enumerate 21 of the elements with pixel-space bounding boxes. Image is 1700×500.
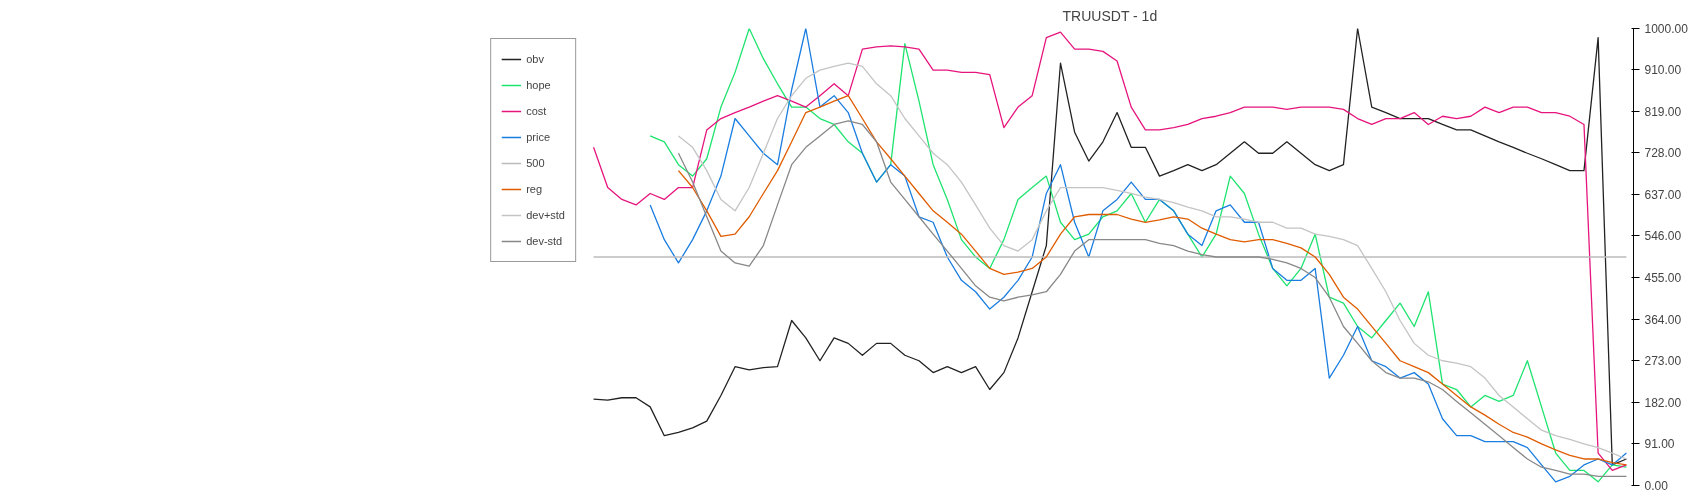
- y-tick-label: 1000.00: [1644, 22, 1689, 36]
- legend-label: reg: [526, 183, 544, 195]
- y-tick-label: 364.00: [1644, 312, 1682, 327]
- y-tick-label: 273.00: [1644, 354, 1682, 369]
- legend-label: obv: [526, 53, 545, 65]
- y-tick-label: 455.00: [1644, 271, 1682, 286]
- chart-title: TRUUSDT - 1d: [1062, 7, 1158, 24]
- y-tick-label: 91.00: [1644, 437, 1675, 452]
- legend-label: dev+std: [526, 209, 565, 221]
- y-tick-label: 819.00: [1644, 104, 1682, 119]
- y-tick-label: 546.00: [1644, 229, 1682, 244]
- y-tick-label: 637.00: [1644, 187, 1682, 202]
- legend-label: hope: [526, 79, 551, 91]
- y-tick-label: 910.00: [1644, 63, 1682, 78]
- legend-label: 500: [526, 157, 546, 169]
- y-tick-label: 0.00: [1644, 479, 1669, 493]
- legend-label: price: [526, 131, 550, 143]
- y-tick-label: 182.00: [1644, 395, 1682, 410]
- y-tick-label: 728.00: [1644, 146, 1682, 161]
- legend-label: dev-std: [526, 235, 563, 247]
- legend-label: cost: [526, 105, 547, 117]
